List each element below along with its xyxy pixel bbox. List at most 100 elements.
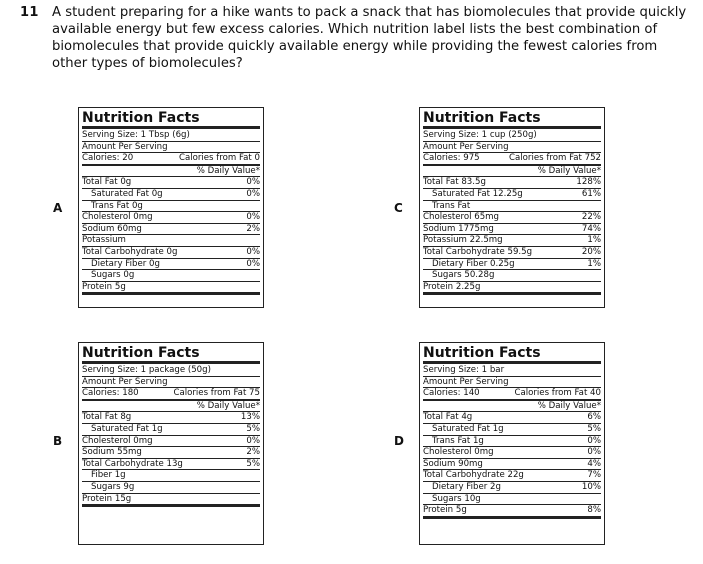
nutrient-name: Potassium 22.5mg [423, 235, 503, 246]
nutrient-daily-value: 74% [581, 223, 601, 234]
nutrient-name: Trans Fat 0g [91, 200, 143, 211]
nutrient-row: Protein 2.25g [423, 282, 601, 296]
nutrient-row: Total Fat 0g 0% [82, 177, 260, 189]
calories-row: Calories: 975 Calories from Fat 752 [423, 153, 601, 166]
nutrient-name: Cholesterol 0mg [82, 435, 153, 446]
nutrient-name: Total Carbohydrate 13g [82, 458, 183, 469]
nutrient-daily-value: 5% [246, 423, 260, 434]
serving-size-text: Serving Size: 1 package (50g) [82, 365, 211, 375]
question-text: A student preparing for a hike wants to … [52, 5, 687, 71]
nutrient-name: Total Fat 4g [423, 412, 473, 423]
nutrient-name: Protein 5g [423, 505, 467, 516]
nutrition-facts-title: Nutrition Facts [423, 110, 601, 129]
nutrient-name: Sodium 90mg [423, 458, 483, 469]
nutrient-row: Potassium [82, 235, 260, 247]
option-letter-d[interactable]: D [394, 434, 404, 448]
nutrient-row: Saturated Fat 0g 0% [82, 189, 260, 201]
nutrient-row: Sugars 9g [82, 482, 260, 494]
nutrient-name: Cholesterol 0mg [82, 212, 153, 223]
nutrient-row: Sodium 90mg 4% [423, 459, 601, 471]
nutrient-name: Cholesterol 0mg [423, 447, 494, 458]
nutrient-name: Sugars 10g [432, 493, 481, 504]
nutrient-name: Potassium [82, 235, 126, 246]
amount-per-serving: Amount Per Serving [423, 142, 601, 154]
nutrition-facts-title: Nutrition Facts [82, 110, 260, 129]
serving-size-text: Serving Size: 1 Tbsp (6g) [82, 130, 190, 140]
calories-from-fat: Calories from Fat 40 [514, 388, 601, 399]
nutrient-daily-value: 0% [246, 212, 260, 223]
calories-row: Calories: 20 Calories from Fat 0 [82, 153, 260, 166]
nutrient-name: Total Fat 0g [82, 177, 132, 188]
nutrient-name: Saturated Fat 1g [432, 423, 504, 434]
nutrient-row: Trans Fat 0g [82, 201, 260, 213]
nutrient-daily-value: 7% [587, 470, 601, 481]
daily-value-header: % Daily Value* [82, 401, 260, 413]
nutrition-label-a[interactable]: Nutrition Facts Serving Size: 1 Tbsp (6g)… [78, 107, 264, 308]
amount-per-serving: Amount Per Serving [423, 377, 601, 389]
nutrient-row: Potassium 22.5mg 1% [423, 235, 601, 247]
nutrient-daily-value: 10% [581, 481, 601, 492]
calories-from-fat: Calories from Fat 75 [173, 388, 260, 399]
nutrient-name: Trans Fat 1g [432, 435, 484, 446]
nutrient-daily-value: 13% [240, 412, 260, 423]
nutrient-row: Cholesterol 65mg 22% [423, 212, 601, 224]
nutrient-daily-value: 1% [587, 258, 601, 269]
calories-row: Calories: 180 Calories from Fat 75 [82, 388, 260, 401]
nutrient-name: Cholesterol 65mg [423, 212, 499, 223]
nutrient-name: Dietary Fiber 2g [432, 481, 501, 492]
nutrition-facts-title: Nutrition Facts [82, 345, 260, 364]
nutrient-daily-value: 0% [246, 258, 260, 269]
nutrient-row: Protein 15g [82, 494, 260, 508]
nutrient-row: Cholesterol 0mg 0% [82, 436, 260, 448]
nutrient-daily-value: 4% [587, 458, 601, 469]
serving-size: Serving Size: 1 package (50g) [82, 365, 260, 377]
nutrient-daily-value: 20% [581, 246, 601, 257]
nutrient-name: Protein 15g [82, 493, 132, 504]
nutrient-name: Saturated Fat 0g [91, 188, 163, 199]
nutrient-row: Dietary Fiber 0.25g 1% [423, 259, 601, 271]
question-number: 11 [20, 5, 39, 20]
nutrient-name: Total Carbohydrate 59.5g [423, 246, 533, 257]
nutrient-daily-value: 2% [246, 223, 260, 234]
nutrient-daily-value: 61% [581, 188, 601, 199]
nutrition-label-c[interactable]: Nutrition Facts Serving Size: 1 cup (250g… [419, 107, 605, 308]
daily-value-header: % Daily Value* [423, 401, 601, 413]
calories-value: Calories: 20 [82, 153, 134, 164]
nutrient-name: Protein 5g [82, 281, 126, 292]
nutrient-daily-value: 128% [576, 177, 601, 188]
nutrient-daily-value: 0% [246, 435, 260, 446]
amount-per-serving: Amount Per Serving [82, 377, 260, 389]
nutrient-row: Dietary Fiber 0g 0% [82, 259, 260, 271]
nutrition-label-b[interactable]: Nutrition Facts Serving Size: 1 package (… [78, 342, 264, 545]
nutrient-name: Sugars 9g [91, 481, 135, 492]
nutrient-name: Dietary Fiber 0.25g [432, 258, 515, 269]
nutrient-daily-value: 8% [587, 505, 601, 516]
nutrient-daily-value: 2% [246, 447, 260, 458]
option-letter-c[interactable]: C [394, 201, 403, 215]
nutrient-row: Cholesterol 0mg 0% [82, 212, 260, 224]
nutrient-name: Sugars 0g [91, 270, 135, 281]
nutrient-row: Cholesterol 0mg 0% [423, 447, 601, 459]
nutrient-name: Total Carbohydrate 22g [423, 470, 524, 481]
daily-value-header: % Daily Value* [82, 166, 260, 178]
calories-value: Calories: 180 [82, 388, 139, 399]
nutrient-name: Fiber 1g [91, 470, 126, 481]
nutrient-row: Total Fat 8g 13% [82, 412, 260, 424]
option-letter-a[interactable]: A [53, 201, 63, 215]
nutrient-name: Total Carbohydrate 0g [82, 246, 178, 257]
nutrient-daily-value: 22% [581, 212, 601, 223]
nutrient-daily-value: 0% [587, 435, 601, 446]
nutrient-daily-value: 1% [587, 235, 601, 246]
nutrient-daily-value: 0% [246, 177, 260, 188]
nutrient-name: Sodium 60mg [82, 223, 142, 234]
calories-value: Calories: 140 [423, 388, 480, 399]
option-letter-b[interactable]: B [53, 434, 63, 448]
nutrient-name: Sodium 1775mg [423, 223, 494, 234]
nutrient-name: Protein 2.25g [423, 281, 481, 292]
nutrition-facts-title: Nutrition Facts [423, 345, 601, 364]
serving-size: Serving Size: 1 bar [423, 365, 601, 377]
nutrient-row: Sugars 10g [423, 494, 601, 506]
nutrient-row: Total Carbohydrate 22g 7% [423, 470, 601, 482]
nutrition-label-d[interactable]: Nutrition Facts Serving Size: 1 bar Amount… [419, 342, 605, 545]
nutrient-name: Trans Fat [432, 200, 471, 211]
